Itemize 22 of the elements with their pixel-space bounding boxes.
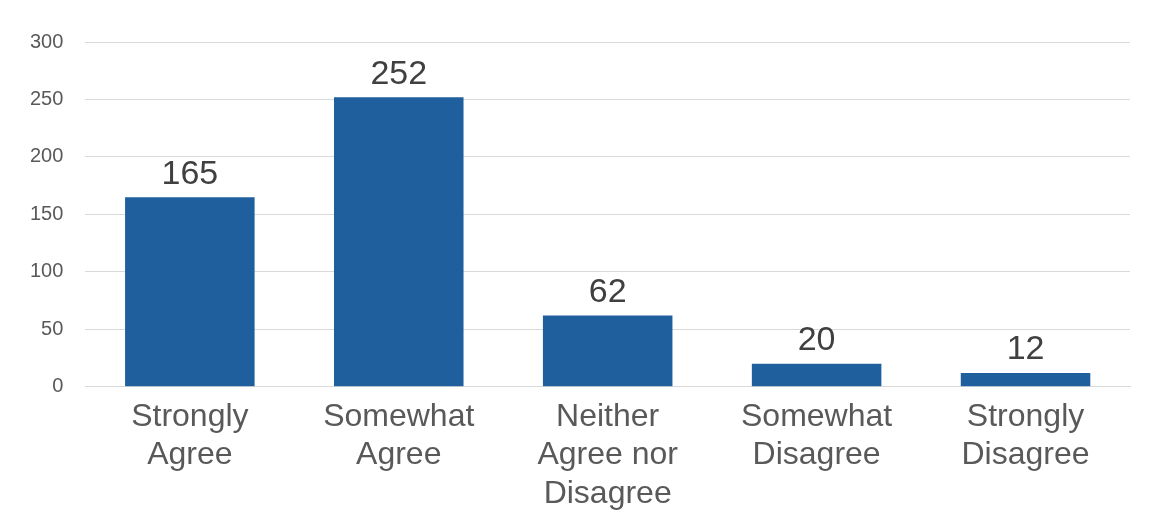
y-tick-label: 100 bbox=[29, 259, 64, 282]
y-tick-label: 200 bbox=[29, 144, 64, 167]
data-label: 165 bbox=[161, 152, 219, 191]
y-tick-label: 300 bbox=[29, 29, 64, 52]
y-tick-label: 0 bbox=[52, 374, 64, 397]
x-tick-label: Strongly Agree bbox=[131, 396, 249, 472]
x-tick-label: Neither Agree nor Disagree bbox=[537, 396, 679, 510]
y-tick-label: 50 bbox=[41, 316, 64, 339]
bar bbox=[960, 373, 1091, 387]
x-tick-label: Somewhat Agree bbox=[323, 396, 475, 472]
y-tick-label: 250 bbox=[29, 86, 64, 109]
data-label: 12 bbox=[1006, 328, 1045, 367]
bar bbox=[542, 315, 673, 387]
y-tick-label: 150 bbox=[29, 201, 64, 224]
bar bbox=[333, 97, 464, 387]
x-tick-label: Somewhat Disagree bbox=[741, 396, 893, 472]
bar bbox=[751, 363, 882, 387]
bar bbox=[125, 197, 255, 387]
x-tick-label: Strongly Disagree bbox=[961, 396, 1090, 472]
data-label: 20 bbox=[797, 319, 836, 358]
data-label: 252 bbox=[370, 52, 428, 91]
data-label: 62 bbox=[588, 270, 627, 309]
